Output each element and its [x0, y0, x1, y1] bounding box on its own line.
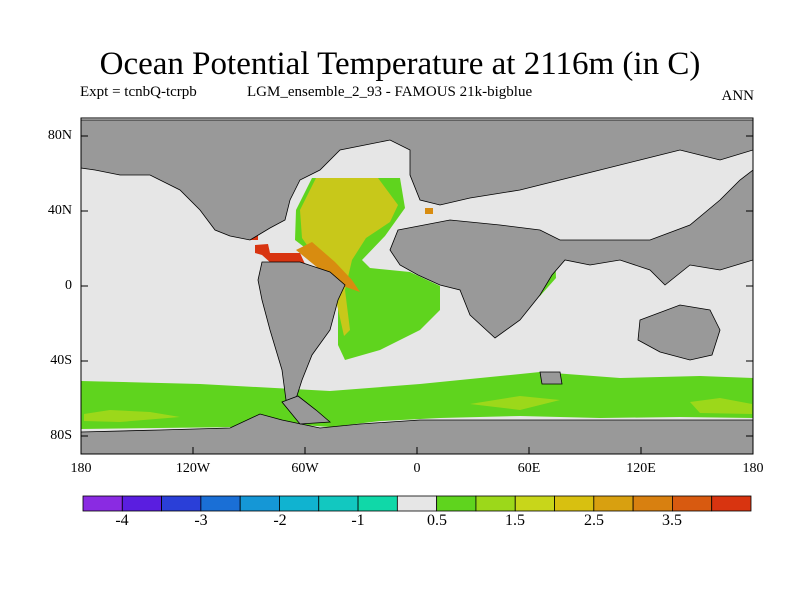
- colorbar-swatch: [161, 495, 202, 512]
- land-masses: [80, 119, 754, 455]
- colorbar-swatch: [672, 495, 713, 512]
- y-tick-label: 40N: [47, 203, 72, 218]
- experiment-label: Expt = tcnbQ-tcrpb: [80, 84, 197, 100]
- colorbar-swatch: [121, 495, 162, 512]
- atlantic-orange-region: [296, 242, 360, 292]
- colorbar-swatch: [436, 495, 477, 512]
- south-america-land: [257, 261, 346, 406]
- antarctic-peninsula-land: [281, 371, 563, 425]
- x-tick-label: 120W: [175, 461, 211, 476]
- colorbar-swatch: [554, 495, 595, 512]
- colorbar: [82, 495, 752, 512]
- southern-ocean-light-green: [84, 410, 180, 422]
- colorbar-label: -4: [115, 512, 129, 529]
- x-tick-label: 60E: [517, 461, 541, 476]
- y-tick-label: 80N: [47, 128, 72, 143]
- map-axis-ticks: [81, 135, 753, 454]
- australia-land: [637, 304, 721, 361]
- caribbean-red-region: [248, 233, 305, 264]
- colorbar-swatch: [632, 495, 673, 512]
- colorbar-swatch: [239, 495, 280, 512]
- x-tick-label: 60W: [291, 461, 319, 476]
- mediterranean-orange-patch: [425, 208, 433, 214]
- southern-ocean-light-green-east: [470, 396, 752, 414]
- x-tick-label: 180: [742, 461, 764, 476]
- colorbar-label: -1: [351, 512, 365, 529]
- colorbar-swatch: [200, 495, 241, 512]
- map-title: Ocean Potential Temperature at 2116m (in…: [99, 46, 701, 82]
- colorbar-swatch: [318, 495, 359, 512]
- north-america-land: [80, 119, 754, 241]
- colorbar-swatch: [711, 495, 752, 512]
- colorbar-label: 2.5: [584, 512, 604, 529]
- period-label: ANN: [721, 88, 755, 104]
- colorbar-swatch: [593, 495, 634, 512]
- colorbar-label: 3.5: [662, 512, 682, 529]
- y-tick-label: 80S: [50, 428, 72, 443]
- colorbar-label: 0.5: [427, 512, 447, 529]
- southern-ocean-band: [81, 372, 753, 429]
- africa-eurasia-land: [389, 169, 754, 339]
- colorbar-swatch: [475, 495, 516, 512]
- ensemble-label: LGM_ensemble_2_93 - FAMOUS 21k-bigblue: [247, 84, 533, 100]
- colorbar-swatch: [279, 495, 320, 512]
- colorbar-swatch: [514, 495, 555, 512]
- x-tick-label: 0: [413, 461, 421, 476]
- colorbar-label: -3: [194, 512, 208, 529]
- colorbar-label: -2: [273, 512, 287, 529]
- y-tick-label: 40S: [50, 353, 72, 368]
- colorbar-swatch: [396, 495, 438, 512]
- atlantic-yellow-region: [300, 178, 398, 336]
- x-tick-label: 120E: [626, 461, 656, 476]
- y-tick-label: 0: [65, 278, 72, 293]
- x-tick-label: 180: [70, 461, 92, 476]
- colorbar-swatch: [357, 495, 398, 512]
- colorbar-label: 1.5: [505, 512, 525, 529]
- colorbar-swatch: [82, 495, 123, 512]
